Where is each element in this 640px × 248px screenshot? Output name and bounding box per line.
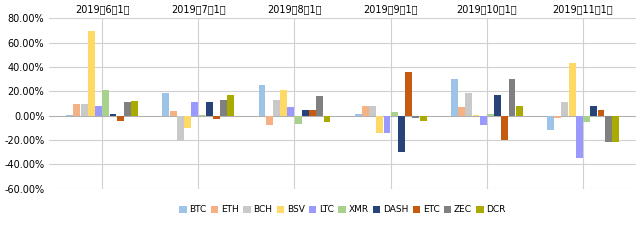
Bar — [124, 102, 131, 116]
Bar — [420, 116, 426, 121]
Bar — [451, 79, 458, 116]
Bar — [412, 116, 419, 118]
Bar — [227, 95, 234, 116]
Bar — [74, 104, 81, 116]
Bar — [213, 116, 220, 119]
Bar — [109, 114, 116, 116]
Bar — [355, 115, 362, 116]
Bar — [280, 90, 287, 116]
Bar — [205, 102, 212, 116]
Bar — [547, 116, 554, 130]
Bar — [67, 115, 73, 116]
Bar — [465, 93, 472, 116]
Bar — [598, 110, 604, 116]
Bar — [362, 106, 369, 116]
Bar — [480, 116, 486, 125]
Bar — [398, 116, 405, 152]
Bar — [170, 111, 177, 116]
Bar — [81, 104, 88, 116]
Bar — [302, 110, 308, 116]
Bar — [309, 110, 316, 116]
Bar — [88, 31, 95, 116]
Bar — [583, 116, 590, 122]
Bar — [561, 102, 568, 116]
Bar — [605, 116, 612, 143]
Bar — [316, 96, 323, 116]
Bar — [576, 116, 583, 158]
Bar — [287, 107, 294, 116]
Bar — [163, 93, 170, 116]
Bar — [590, 106, 597, 116]
Bar — [102, 90, 109, 116]
Bar — [266, 116, 273, 125]
Bar — [116, 116, 124, 121]
Bar — [184, 116, 191, 128]
Bar — [391, 112, 397, 116]
Bar — [405, 72, 412, 116]
Bar — [259, 85, 266, 116]
Bar — [376, 116, 383, 133]
Bar — [191, 102, 198, 116]
Bar — [487, 115, 494, 116]
Bar — [383, 116, 390, 133]
Bar — [177, 116, 184, 141]
Bar — [494, 95, 501, 116]
Bar — [294, 116, 301, 124]
Bar — [554, 116, 561, 118]
Bar — [501, 116, 508, 140]
Bar — [323, 116, 330, 122]
Bar — [509, 79, 515, 116]
Bar — [569, 63, 575, 116]
Bar — [612, 116, 619, 143]
Bar — [95, 106, 102, 116]
Bar — [458, 107, 465, 116]
Bar — [369, 106, 376, 116]
Bar — [472, 115, 479, 116]
Bar — [131, 101, 138, 116]
Bar — [220, 100, 227, 116]
Bar — [516, 106, 523, 116]
Bar — [198, 115, 205, 116]
Bar — [273, 100, 280, 116]
Legend: BTC, ETH, BCH, BSV, LTC, XMR, DASH, ETC, ZEC, DCR: BTC, ETH, BCH, BSV, LTC, XMR, DASH, ETC,… — [176, 202, 509, 218]
